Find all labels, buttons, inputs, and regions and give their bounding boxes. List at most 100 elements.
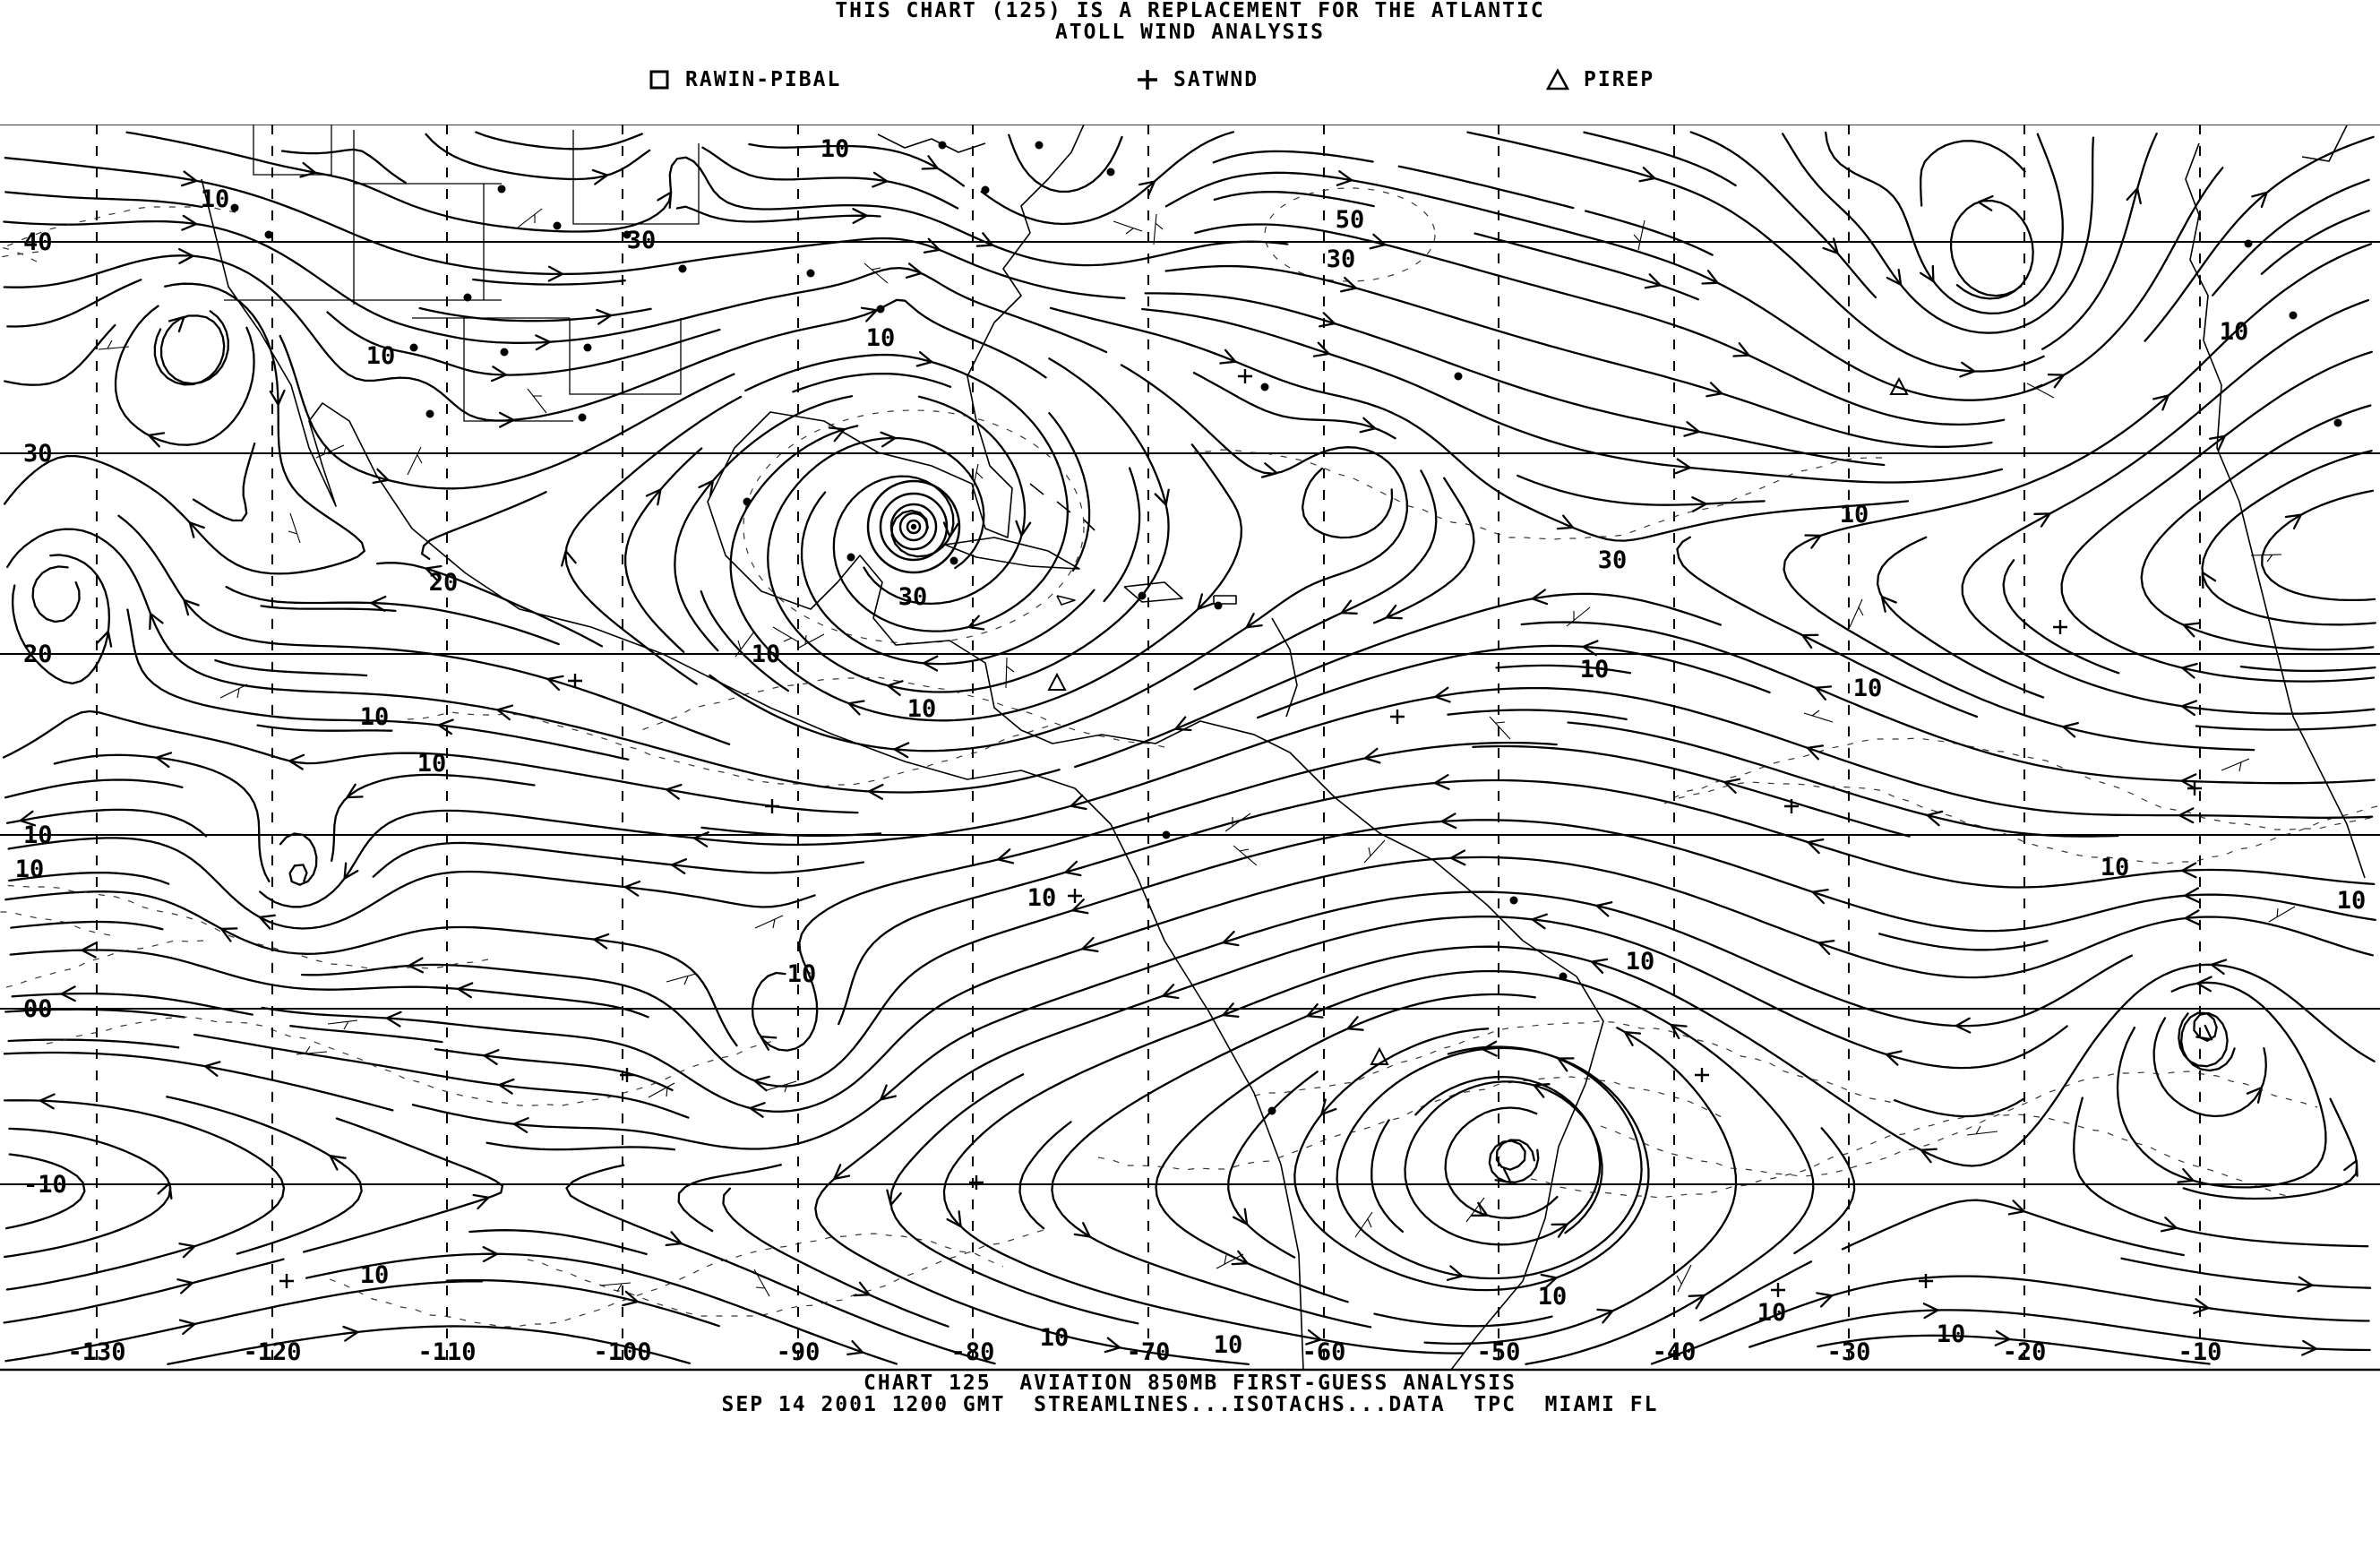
streamline-arrowhead <box>593 933 610 950</box>
streamline-arrowhead <box>288 753 305 770</box>
streamline-arrowhead <box>148 432 166 448</box>
wind-barb <box>864 262 889 284</box>
streamline <box>126 608 630 761</box>
streamline <box>1051 969 1815 1365</box>
coastlines <box>201 125 2366 1370</box>
station-dot <box>876 305 885 314</box>
graticule <box>0 125 2380 1370</box>
streamline <box>166 1096 363 1255</box>
streamline-arrowhead <box>2246 1087 2263 1104</box>
isotach-label: 10 <box>360 1261 390 1289</box>
streamline-arrowhead <box>2210 959 2228 976</box>
streamline <box>1444 1106 1559 1219</box>
streamline-arrowhead <box>1591 958 1609 974</box>
satwnd-plus-icon <box>969 1175 984 1190</box>
streamline-arrowhead <box>1434 686 1451 703</box>
streamline-arrowhead <box>546 675 564 692</box>
streamline <box>1472 744 1911 838</box>
streamline-arrowhead <box>512 1117 529 1133</box>
streamline <box>192 442 256 522</box>
isotach-label: 10 <box>15 856 45 883</box>
streamline <box>624 447 703 653</box>
streamline <box>677 1164 782 1233</box>
streamline <box>980 131 1235 226</box>
wind-barb <box>1849 598 1864 628</box>
page-title-line2: ATOLL WIND ANALYSIS <box>1054 21 1326 44</box>
footer-line2: SEP 14 2001 1200 GMT STREAMLINES...ISOTA… <box>721 1393 1659 1416</box>
streamline <box>1841 1199 2185 1257</box>
plus-icon <box>1136 68 1159 91</box>
streamline <box>1301 467 1394 539</box>
streamline <box>1141 307 2004 484</box>
streamline-arrowhead <box>1582 640 1599 657</box>
streamline <box>2261 489 2376 602</box>
isotach-label: 10 <box>1853 675 1883 702</box>
station-dot <box>846 553 855 562</box>
streamline-arrowhead <box>490 366 507 383</box>
streamline <box>1516 474 1766 506</box>
legend-item-rawin-pibal: RAWIN-PIBAL <box>648 68 841 91</box>
streamline-arrowhead <box>547 265 564 282</box>
streamline-arrowhead <box>1811 888 1829 905</box>
streamline <box>10 920 164 931</box>
streamline-arrowhead <box>180 170 198 187</box>
streamline <box>305 1252 898 1365</box>
wind-barb <box>1803 710 1834 723</box>
streamline-arrowhead <box>385 1010 402 1028</box>
streamline <box>2140 404 2375 651</box>
streamline-arrowhead <box>1814 685 1833 701</box>
streamline-arrowhead <box>155 752 173 769</box>
wind-barb <box>1966 1125 1998 1136</box>
streamline <box>2 710 859 814</box>
isotach-contour <box>0 940 204 991</box>
isotach-label: 30 <box>898 583 928 611</box>
streamline-arrowhead <box>666 783 683 800</box>
streamline <box>1583 131 1737 187</box>
streamline-arrowhead <box>975 232 994 247</box>
streamlines-layer <box>2 131 2376 1366</box>
wind-barb <box>2221 758 2250 772</box>
wind-barb <box>2250 554 2282 563</box>
streamline-arrowhead <box>847 700 865 716</box>
streamline <box>11 554 111 685</box>
streamline <box>1748 1309 2371 1352</box>
wind-barb <box>1005 657 1015 689</box>
streamline-arrowhead <box>852 208 868 225</box>
streamline <box>942 945 2376 1354</box>
satwnd-plus-icon <box>765 799 779 813</box>
streamline-arrowhead <box>1531 913 1548 930</box>
station-dot <box>806 269 815 278</box>
streamline <box>445 1278 720 1328</box>
streamline-arrowhead <box>1880 595 1897 613</box>
streamline-arrowhead <box>183 598 200 616</box>
legend-item-pirep: PIREP <box>1546 68 1654 91</box>
streamline <box>1676 536 1979 718</box>
streamline-arrowhead <box>1446 1265 1464 1281</box>
streamline-arrowhead <box>1801 633 1819 649</box>
streamline <box>1293 1028 1650 1292</box>
latitude-label: -10 <box>23 1171 67 1199</box>
longitude-label: -60 <box>1302 1338 1346 1366</box>
coastline <box>1213 595 1237 605</box>
streamline-arrowhead <box>1232 1208 1249 1226</box>
wind-barb <box>1363 839 1386 864</box>
streamline <box>9 949 649 1019</box>
streamline-arrowhead <box>96 630 113 648</box>
streamline-arrowhead <box>1674 458 1691 475</box>
streamline <box>4 1280 484 1363</box>
streamline-arrowhead <box>2343 1159 2359 1177</box>
streamline <box>1227 1071 1319 1259</box>
streamline-arrowhead <box>1670 1023 1688 1040</box>
wind-barb <box>1354 1211 1373 1238</box>
streamline-arrowhead <box>1540 1273 1558 1290</box>
streamline-arrowhead <box>1920 1148 1938 1164</box>
streamline <box>261 856 2375 1113</box>
streamline-arrowhead <box>1804 534 1822 549</box>
streamline-arrowhead <box>1806 744 1825 761</box>
streamline <box>1008 133 1123 194</box>
streamline <box>4 778 184 799</box>
streamline <box>1372 477 1475 624</box>
streamline <box>800 491 1095 666</box>
streamline <box>1397 165 1575 210</box>
isotach-label: 10 <box>1040 1324 1070 1352</box>
